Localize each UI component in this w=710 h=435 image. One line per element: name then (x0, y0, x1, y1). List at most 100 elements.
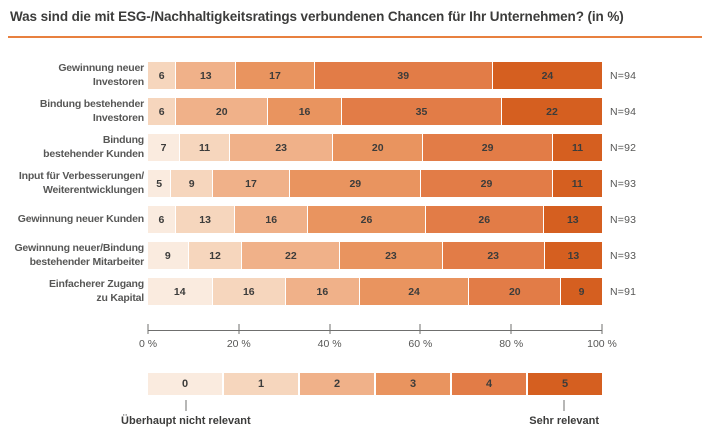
legend-box-3: 3 (376, 373, 450, 395)
bar-segment-rating-5: 9 (561, 278, 602, 305)
row-label-line: Einfacherer Zugang (48, 278, 144, 291)
row-label-line: Gewinnung neuer (58, 62, 144, 75)
bar-segment-rating-4: 20 (469, 278, 561, 305)
axis-tick (419, 324, 421, 334)
row-label: Gewinnung neuer/Bindung bestehender Mitar… (0, 242, 144, 268)
bar-segment-rating-0: 5 (148, 170, 171, 197)
legend-box-4: 4 (452, 373, 526, 395)
bar-segment-rating-2: 20 (176, 98, 268, 125)
axis-tick-label: 0 % (138, 338, 158, 350)
legend-box-0: 0 (148, 373, 222, 395)
bar-segment-rating-3: 23 (340, 242, 442, 269)
axis-tick-label: 100 % (587, 338, 617, 350)
segment-value: 6 (158, 69, 165, 82)
segment-value: 12 (209, 249, 221, 262)
bar-segment-rating-2: 16 (235, 206, 308, 233)
segment-value: 23 (385, 249, 397, 262)
segment-value: 9 (578, 285, 585, 298)
bar-segment-rating-5: 11 (552, 170, 602, 197)
row-label-line: Input für Verbesserungen/ (18, 170, 144, 183)
row-label: Bindung bestehender Investoren (0, 98, 144, 124)
sample-size-label: N=94 (610, 69, 637, 82)
bar-segment-rating-0: 6 (148, 206, 175, 233)
segment-value: 16 (242, 285, 255, 298)
bar-segment-rating-1: 6 (148, 98, 176, 125)
bar-segment-rating-2: 16 (286, 278, 359, 305)
row-label: Gewinnung neuer Kunden (0, 213, 144, 226)
x-axis: 0 % 20 % 40 % 60 % 80 % 100 % (139, 319, 617, 363)
segment-value: 16 (265, 213, 278, 226)
segment-value: 24 (541, 69, 554, 82)
stacked-bar: 6 13 16 26 26 13 (148, 206, 602, 233)
segment-value: 11 (571, 177, 583, 190)
segment-value: 13 (567, 249, 580, 262)
segment-value: 24 (408, 285, 420, 298)
segment-value: 26 (360, 213, 373, 226)
bar-segment-rating-4: 23 (442, 242, 544, 269)
bar-segment-rating-5: 13 (544, 242, 603, 269)
segment-value: 16 (298, 105, 311, 118)
segment-value: 13 (199, 69, 212, 82)
bar-segment-rating-1: 11 (180, 134, 230, 161)
row-label-line: Weiterentwicklungen (42, 183, 144, 196)
chart-title: Was sind die mit ESG-/Nachhaltigkeitsrat… (10, 9, 624, 24)
chart-row: Bindung bestehender Investoren 6 20 16 35 22 N=… (0, 98, 710, 125)
row-label-line: Bindung (102, 134, 144, 147)
row-label-line: bestehender Kunden (43, 147, 144, 160)
segment-value: 16 (316, 285, 329, 298)
bar-segment-rating-1: 13 (175, 206, 235, 233)
segment-value: 9 (164, 249, 171, 262)
legend-max-label: Sehr relevant (529, 415, 600, 427)
segment-value: 7 (160, 141, 167, 154)
segment-value: 23 (275, 141, 287, 154)
chart-body: Gewinnung neuer Investoren 6 13 17 39 24 N=94 Bi… (0, 62, 710, 435)
bar-segment-rating-3: 24 (359, 278, 469, 305)
bar-segment-rating-4: 39 (314, 62, 492, 89)
bar-segment-rating-1: 9 (171, 170, 212, 197)
row-label-line: Gewinnung neuer Kunden (17, 212, 144, 225)
legend-box-5: 5 (528, 373, 602, 395)
bar-segment-rating-1: 16 (212, 278, 286, 305)
axis-tick-label: 60 % (408, 338, 433, 350)
bar-segment-rating-1: 6 (148, 62, 176, 89)
axis-tick (510, 324, 512, 334)
axis-tick-label: 80 % (499, 338, 524, 350)
row-label-line: bestehender Mitarbeiter (29, 255, 145, 268)
bar-segment-rating-5: 11 (553, 134, 603, 161)
segment-value: 26 (478, 213, 491, 226)
sample-size-label: N=93 (610, 177, 637, 190)
sample-size-label: N=94 (610, 105, 637, 118)
segment-value: 23 (487, 249, 500, 262)
segment-value: 11 (572, 141, 584, 154)
segment-value: 29 (481, 141, 494, 154)
row-label: Einfacherer Zugang zu Kapital (0, 278, 144, 304)
segment-value: 9 (188, 177, 195, 190)
bar-segment-rating-0: 7 (148, 134, 180, 161)
legend-min-label: Überhaupt nicht relevant (121, 415, 251, 427)
segment-value: 22 (546, 105, 558, 118)
row-label-line: zu Kapital (96, 291, 144, 304)
bar-segment-rating-5: 24 (492, 62, 602, 89)
axis-tick-label: 40 % (317, 338, 342, 350)
sample-size-label: N=92 (610, 141, 637, 154)
segment-value: 22 (285, 249, 297, 262)
stacked-bar: 5 9 17 29 29 11 (148, 170, 602, 197)
row-label: Bindung bestehender Kunden (0, 134, 144, 160)
axis-tick (601, 324, 603, 334)
bar-segment-rating-3: 29 (290, 170, 421, 197)
bar-segment-rating-4: 35 (341, 98, 501, 125)
chart-row: Bindung bestehender Kunden 7 11 23 20 29 11 N=92 (0, 134, 710, 161)
row-label: Input für Verbesserungen/Weiterentwicklu… (0, 170, 144, 196)
bar-segment-rating-3: 20 (333, 134, 423, 161)
bar-segment-rating-2: 23 (230, 134, 333, 161)
title-underline (8, 36, 702, 38)
segment-value: 29 (480, 177, 493, 190)
axis-tick (147, 324, 149, 334)
segment-value: 13 (199, 213, 211, 226)
bar-segment-rating-2: 22 (242, 242, 340, 269)
bar-segment-rating-4: 29 (421, 170, 552, 197)
bar-segment-rating-3: 16 (268, 98, 341, 125)
bar-segment-rating-3: 17 (236, 62, 314, 89)
sample-size-label: N=91 (610, 285, 637, 298)
